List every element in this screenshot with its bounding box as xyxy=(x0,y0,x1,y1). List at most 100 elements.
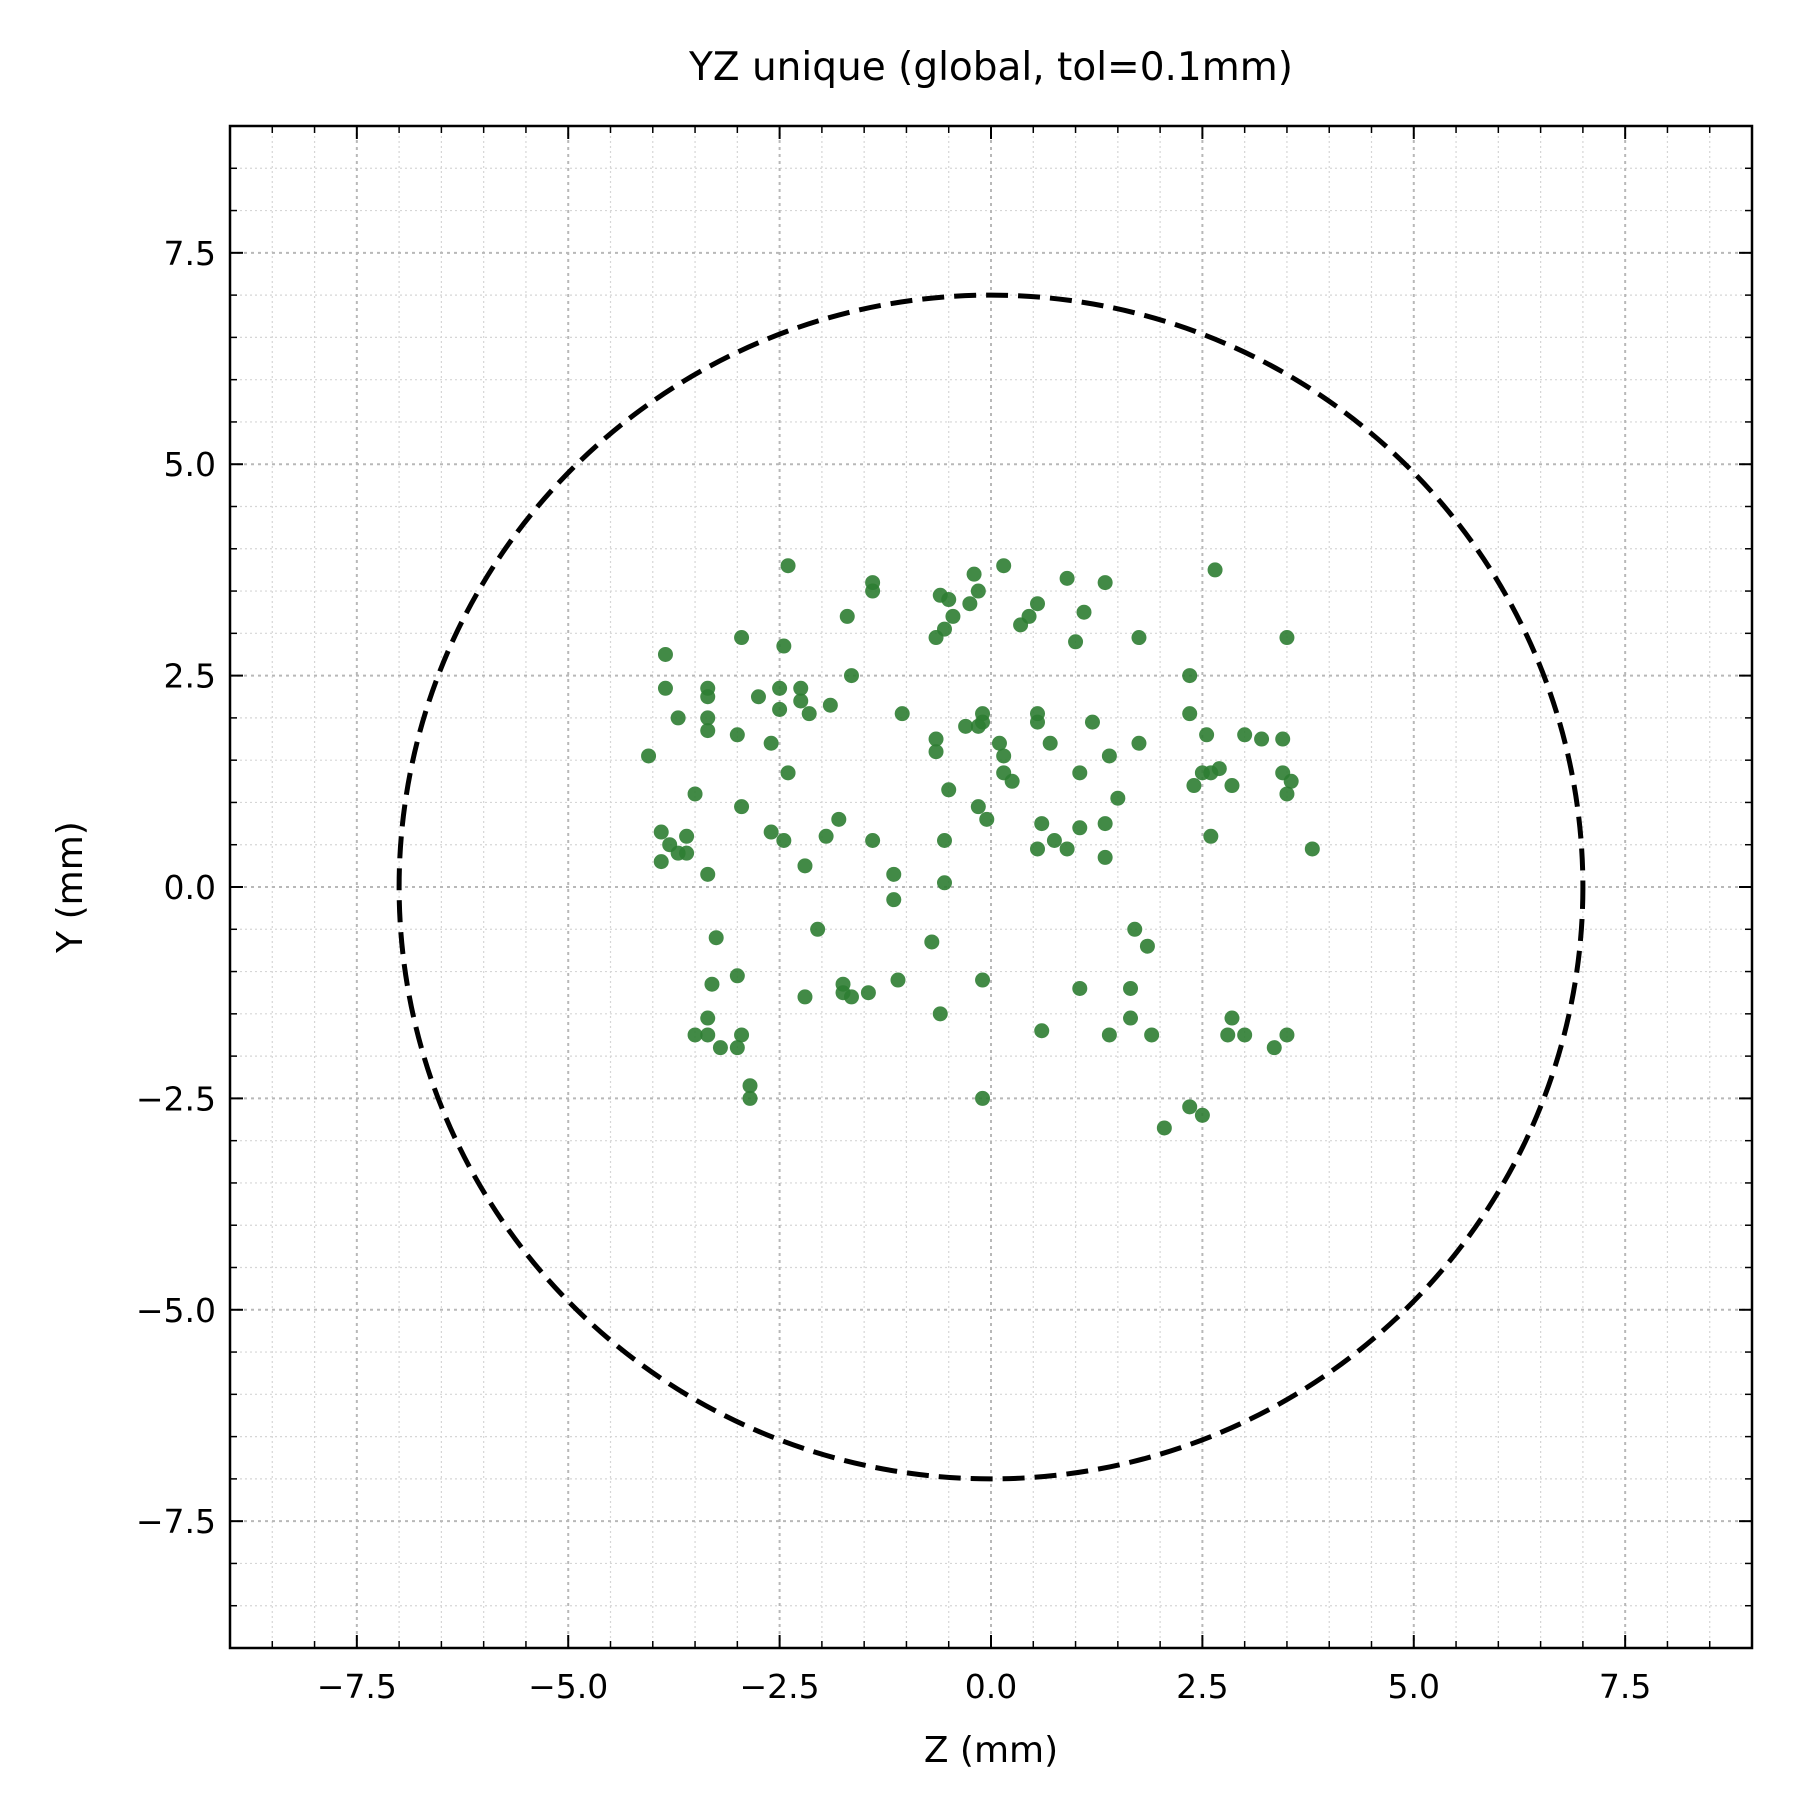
data-point xyxy=(1182,706,1198,722)
boundary-circle-layer xyxy=(396,292,1586,1482)
data-point xyxy=(1076,604,1092,620)
data-point xyxy=(687,786,703,802)
data-point xyxy=(890,972,906,988)
data-point xyxy=(700,1027,716,1043)
x-tick-labels: −7.5 −5.0 −2.5 0.0 2.5 5.0 7.5 xyxy=(317,1667,1652,1706)
data-point xyxy=(1304,841,1320,857)
data-point xyxy=(886,892,902,908)
data-point xyxy=(657,646,673,662)
data-point xyxy=(729,727,745,743)
data-point xyxy=(1237,727,1253,743)
data-point xyxy=(1030,596,1046,612)
data-point xyxy=(734,1027,750,1043)
data-point xyxy=(797,989,813,1005)
data-point xyxy=(1097,849,1113,865)
data-point xyxy=(793,693,809,709)
boundary-circle xyxy=(396,292,1586,1482)
y-tick-label: 7.5 xyxy=(164,234,216,273)
data-point xyxy=(996,558,1012,574)
data-point xyxy=(1220,1027,1236,1043)
data-point xyxy=(1283,773,1299,789)
data-point xyxy=(729,1040,745,1056)
data-point xyxy=(839,608,855,624)
y-tick-label: 2.5 xyxy=(164,657,216,696)
data-point xyxy=(979,811,995,827)
data-point xyxy=(996,748,1012,764)
data-point xyxy=(1279,630,1295,646)
data-point xyxy=(712,1040,728,1056)
data-point xyxy=(763,735,779,751)
x-tick-label: −2.5 xyxy=(740,1667,820,1706)
data-point xyxy=(776,832,792,848)
x-tick-label: 2.5 xyxy=(1176,1667,1228,1706)
points-layer xyxy=(641,558,1320,1136)
x-tick-label: 0.0 xyxy=(965,1667,1017,1706)
data-point xyxy=(734,799,750,815)
data-point xyxy=(700,723,716,739)
data-point xyxy=(1021,608,1037,624)
data-point xyxy=(1237,1027,1253,1043)
data-point xyxy=(679,828,695,844)
data-point xyxy=(801,706,817,722)
data-point xyxy=(1101,748,1117,764)
data-point xyxy=(1203,828,1219,844)
data-point xyxy=(1030,714,1046,730)
data-point xyxy=(945,608,961,624)
data-point xyxy=(1097,816,1113,832)
chart-title: YZ unique (global, tol=0.1mm) xyxy=(688,45,1293,90)
data-point xyxy=(1123,980,1139,996)
x-tick-label: −5.0 xyxy=(528,1667,608,1706)
data-point xyxy=(1034,816,1050,832)
data-point xyxy=(653,824,669,840)
data-point xyxy=(810,921,826,937)
data-point xyxy=(734,630,750,646)
data-point xyxy=(1131,630,1147,646)
data-point xyxy=(924,934,940,950)
y-tick-label: 5.0 xyxy=(164,445,216,484)
data-point xyxy=(763,824,779,840)
data-point xyxy=(1072,980,1088,996)
data-point xyxy=(772,701,788,717)
y-axis-label: Y (mm) xyxy=(50,821,91,954)
data-point xyxy=(958,718,974,734)
data-point xyxy=(1199,727,1215,743)
data-point xyxy=(704,976,720,992)
y-tick-labels: −7.5 −5.0 −2.5 0.0 2.5 5.0 7.5 xyxy=(136,234,216,1541)
data-point xyxy=(1059,570,1075,586)
data-point xyxy=(657,680,673,696)
data-point xyxy=(1279,786,1295,802)
data-point xyxy=(966,566,982,582)
data-point xyxy=(1127,921,1143,937)
data-point xyxy=(1046,832,1062,848)
data-point xyxy=(941,592,957,608)
data-point xyxy=(970,583,986,599)
data-point xyxy=(1072,820,1088,836)
data-point xyxy=(894,706,910,722)
data-point xyxy=(1224,778,1240,794)
data-point xyxy=(780,765,796,781)
data-point xyxy=(975,972,991,988)
data-point xyxy=(1059,841,1075,857)
data-point xyxy=(679,845,695,861)
x-tick-label: 5.0 xyxy=(1388,1667,1440,1706)
data-point xyxy=(687,1027,703,1043)
data-point xyxy=(708,930,724,946)
y-tick-label: −2.5 xyxy=(136,1079,216,1118)
data-point xyxy=(1211,761,1227,777)
data-point xyxy=(865,832,881,848)
data-point xyxy=(1275,731,1291,747)
data-point xyxy=(928,731,944,747)
data-point xyxy=(1279,1027,1295,1043)
data-point xyxy=(1068,634,1084,650)
data-point xyxy=(928,630,944,646)
data-point xyxy=(1144,1027,1160,1043)
data-point xyxy=(932,1006,948,1022)
data-point xyxy=(975,1090,991,1106)
data-point xyxy=(729,968,745,984)
data-point xyxy=(1207,562,1223,578)
data-point xyxy=(653,854,669,870)
data-point xyxy=(1131,735,1147,751)
data-point xyxy=(831,811,847,827)
data-point xyxy=(818,828,834,844)
data-point xyxy=(1101,1027,1117,1043)
